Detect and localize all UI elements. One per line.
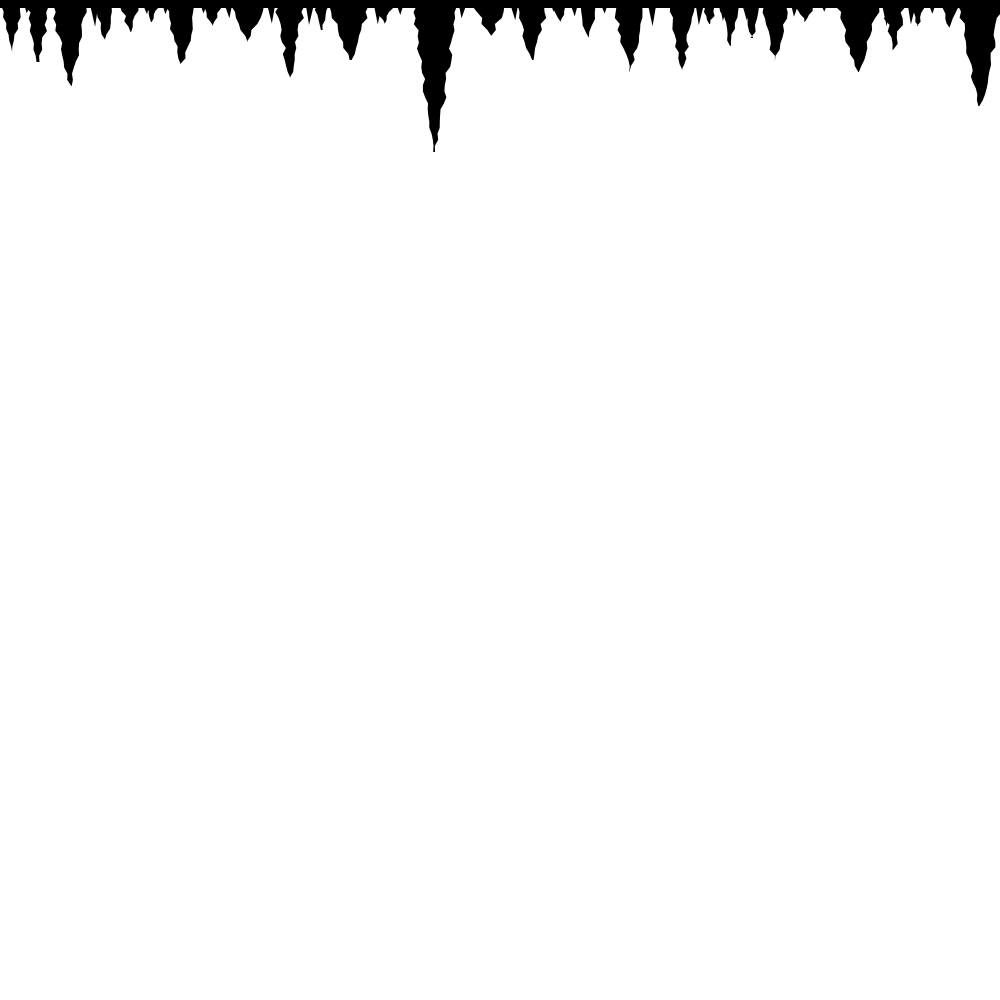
drip-group	[0, 0, 1000, 152]
spike-19	[647, 0, 657, 27]
drip-27	[881, 0, 909, 50]
drip-19	[611, 0, 646, 72]
drip-15	[472, 0, 506, 36]
drip-8	[199, 0, 223, 26]
spike-17	[569, 0, 579, 17]
drip-26	[835, 0, 881, 72]
spike-13	[395, 0, 405, 15]
spike-15	[509, 0, 519, 21]
spike-10	[305, 0, 315, 25]
drip-14	[410, 0, 459, 152]
spike-8	[223, 0, 233, 19]
drip-11	[313, 0, 330, 30]
drip-16	[513, 0, 547, 60]
drip-10	[275, 0, 305, 78]
drip-23	[742, 0, 764, 38]
spike-20	[695, 0, 705, 26]
drip-13	[371, 0, 394, 24]
drip-29	[938, 0, 961, 28]
drip-2	[24, 0, 53, 62]
drip-6	[142, 0, 159, 22]
drip-30	[956, 0, 1000, 106]
spike-9	[266, 0, 276, 24]
spike-18	[599, 0, 609, 14]
drip-21	[700, 0, 719, 24]
drip-4	[96, 0, 116, 40]
drip-20	[669, 0, 695, 70]
spike-28	[927, 0, 937, 14]
drip-28	[908, 0, 928, 26]
drip-9	[231, 0, 265, 42]
drip-7	[165, 0, 196, 64]
drip-25	[793, 0, 817, 22]
drip-1	[1, 0, 23, 52]
drip-12	[329, 0, 370, 60]
drip-18	[577, 0, 597, 38]
drip-3	[51, 0, 87, 86]
spike-14	[458, 0, 468, 19]
drip-17	[550, 0, 567, 22]
drip-5	[119, 0, 142, 32]
drip-22	[718, 0, 740, 46]
spike-25	[819, 0, 829, 12]
drip-24	[762, 0, 792, 62]
spike-3	[89, 0, 99, 27]
